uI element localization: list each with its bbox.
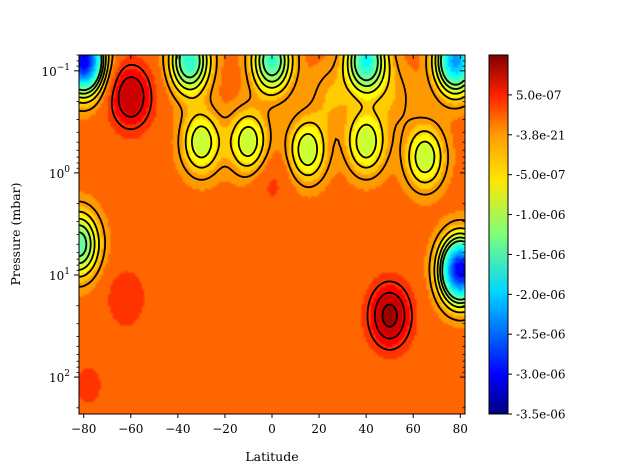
y-axis: 10−1 100 101 102	[41, 54, 465, 409]
colorbar-tick-label: -3.0e-06	[516, 368, 566, 382]
heatmap-field	[79, 55, 465, 414]
heatmap-plot	[78, 54, 466, 415]
colorbar-tick-label: -5.0e-07	[516, 168, 566, 182]
x-axis-label: Latitude	[245, 449, 298, 464]
x-tick-label: −80	[71, 422, 96, 436]
x-tick-label: 40	[359, 422, 374, 436]
x-tick-label: −60	[118, 422, 143, 436]
x-tick-label: 80	[453, 422, 468, 436]
x-tick-label: 20	[311, 422, 326, 436]
contour-level	[79, 55, 465, 304]
x-tick-label: −40	[165, 422, 190, 436]
x-tick-label: 0	[268, 422, 276, 436]
contour-level	[117, 76, 406, 340]
contour-level	[381, 303, 398, 328]
colorbar-tick-label: -1.0e-06	[516, 208, 566, 222]
y-tick-label: 10−1	[41, 63, 70, 79]
x-tick-label: 60	[406, 422, 421, 436]
colorbar-ticks: 5.0e-07 -3.8e-21 -5.0e-07 -1.0e-06 -1.5e-06 -…	[508, 88, 566, 422]
colorbar-tick-label: -2.5e-06	[516, 328, 566, 342]
contour-level	[79, 55, 465, 322]
colorbar-gradient	[488, 54, 509, 415]
y-tick-label: 100	[49, 165, 70, 181]
colorbar-tick-label: -3.5e-06	[516, 408, 566, 422]
y-tick-label: 102	[49, 369, 70, 385]
contour-level	[79, 55, 465, 309]
colorbar-tick-label: -3.8e-21	[516, 128, 566, 142]
contour-lines	[79, 55, 465, 351]
contour-level	[79, 55, 465, 301]
y-axis-label: Pressure (mbar)	[8, 182, 23, 285]
y-tick-label: 101	[49, 267, 70, 283]
x-axis: −80 −60 −40 −20 0 20 40 60 80	[71, 55, 468, 436]
contour-level	[79, 55, 465, 314]
colorbar-tick-label: 5.0e-07	[516, 88, 562, 102]
x-tick-label: −20	[212, 422, 237, 436]
contour-level	[111, 63, 413, 351]
colorbar-tick-label: -1.5e-06	[516, 248, 566, 262]
colorbar: 5.0e-07 -3.8e-21 -5.0e-07 -1.0e-06 -1.5e-06 -…	[488, 54, 566, 422]
colorbar-tick-label: -2.0e-06	[516, 288, 566, 302]
